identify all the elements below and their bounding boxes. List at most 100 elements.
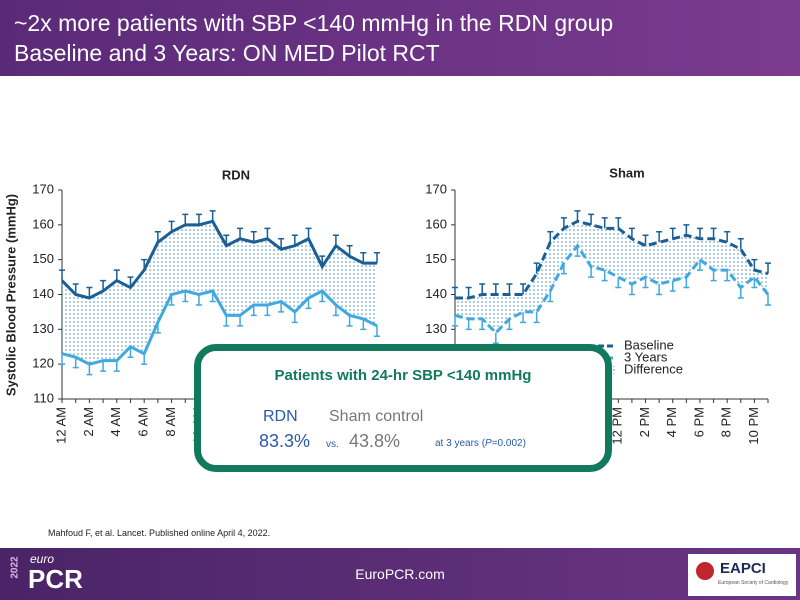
error-bar	[656, 284, 663, 296]
legend-label: Baseline	[624, 337, 674, 352]
y-tick-label: 140	[32, 286, 54, 301]
error-bar	[452, 286, 458, 298]
error-bar	[547, 291, 554, 303]
error-bar	[710, 227, 717, 239]
vs: vs.	[326, 439, 339, 450]
error-bar	[465, 318, 472, 331]
difference-area	[455, 221, 768, 333]
chart-title: Sham	[609, 165, 644, 180]
y-tick-label: 130	[425, 321, 447, 336]
error-bar	[237, 315, 244, 327]
error-bar	[374, 325, 380, 338]
y-tick-label: 170	[425, 181, 447, 196]
error-bar	[59, 353, 65, 365]
error-bar	[305, 227, 312, 239]
error-bar	[601, 217, 608, 229]
error-bar	[168, 220, 175, 232]
x-tick-label: 8 PM	[719, 407, 734, 437]
error-bar	[560, 217, 567, 229]
error-bar	[374, 251, 380, 264]
error-bar	[628, 284, 635, 296]
error-bar	[669, 227, 676, 239]
eapci-logo: EAPCI European Society of Cardiology	[688, 554, 796, 596]
error-bar	[86, 364, 93, 376]
value: 43.8%	[349, 431, 401, 451]
error-bar	[452, 315, 458, 327]
title: ~2x more patients with SBP <140 mmHg in …	[14, 10, 614, 36]
x-tick-label: 6 AM	[136, 407, 151, 437]
error-bar	[696, 227, 703, 239]
error-bar	[264, 304, 271, 317]
error-bar	[724, 231, 731, 243]
difference-area	[62, 221, 377, 365]
y-tick-label: 150	[32, 251, 54, 266]
error-bar	[195, 213, 202, 225]
series-line	[60, 219, 377, 300]
x-tick-label: 12 PM	[610, 407, 625, 445]
error-bar	[86, 286, 93, 298]
error-bar	[533, 311, 540, 324]
error-bar	[360, 251, 367, 264]
error-bar	[547, 231, 554, 243]
y-axis-label: Systolic Blood Pressure (mmHg)	[3, 194, 18, 396]
header: ~2x more patients with SBP <140 mmHg in …	[0, 0, 800, 76]
series-line	[455, 219, 769, 300]
error-bar	[656, 231, 663, 243]
error-bar	[683, 277, 690, 289]
y-tick-label: 130	[32, 321, 54, 336]
error-bar	[113, 269, 120, 281]
error-bar	[141, 353, 148, 365]
legend-label: 3 Years	[624, 349, 668, 364]
error-bar	[765, 294, 771, 306]
error-bar	[113, 360, 120, 372]
chart-title: RDN	[222, 167, 250, 182]
value: 83.3%	[259, 431, 311, 451]
error-bar	[209, 210, 216, 222]
error-bar	[100, 360, 107, 372]
error-bar	[195, 294, 202, 306]
error-bar	[223, 315, 230, 327]
error-bar	[533, 262, 540, 274]
error-bar	[291, 234, 298, 246]
y-tick-label: 120	[32, 356, 54, 371]
esc: European Society of Cardiology	[718, 580, 789, 586]
error-bar	[182, 291, 189, 303]
x-tick-label: 8 AM	[163, 407, 178, 437]
note-text: at 3 years (	[435, 438, 486, 449]
logo-euro: euro	[30, 552, 55, 566]
error-bar	[751, 258, 758, 271]
callout: Patients with 24-hr SBP <140 mmHg RDN Sh…	[194, 344, 612, 472]
error-bar	[737, 238, 744, 250]
error-bar	[588, 213, 595, 225]
error-bar	[642, 234, 649, 246]
error-bar	[615, 217, 622, 229]
y-tick-label: 110	[33, 390, 54, 405]
error-bar	[492, 332, 499, 345]
legend-label: Difference	[624, 361, 683, 376]
subtitle: Baseline and 3 Years: ON MED Pilot RCT	[14, 40, 440, 66]
error-bar	[669, 280, 676, 292]
note-p: P	[485, 438, 492, 449]
series-line	[454, 243, 770, 335]
error-bar	[710, 270, 717, 282]
group-label: Sham control	[329, 408, 424, 425]
y-tick-label: 140	[425, 286, 447, 301]
x-tick-label: 2 AM	[81, 407, 96, 437]
citation: Mahfoud F, et al. Lancet. Published onli…	[48, 528, 271, 538]
error-bar	[346, 315, 353, 327]
url: EuroPCR.com	[355, 566, 445, 582]
group-label: RDN	[263, 408, 298, 425]
x-tick-label: 2 PM	[637, 407, 652, 437]
series-line	[61, 289, 378, 366]
x-tick-label: 4 PM	[664, 407, 679, 437]
error-bar	[237, 227, 244, 239]
footer: 2022 euro PCR EuroPCR.com EAPCI European…	[0, 548, 800, 600]
error-bar	[765, 262, 771, 274]
error-bar	[182, 213, 189, 225]
y-tick-label: 150	[425, 251, 447, 266]
error-bar	[506, 283, 513, 295]
x-tick-label: 12 AM	[53, 407, 68, 444]
error-bar	[724, 270, 731, 282]
